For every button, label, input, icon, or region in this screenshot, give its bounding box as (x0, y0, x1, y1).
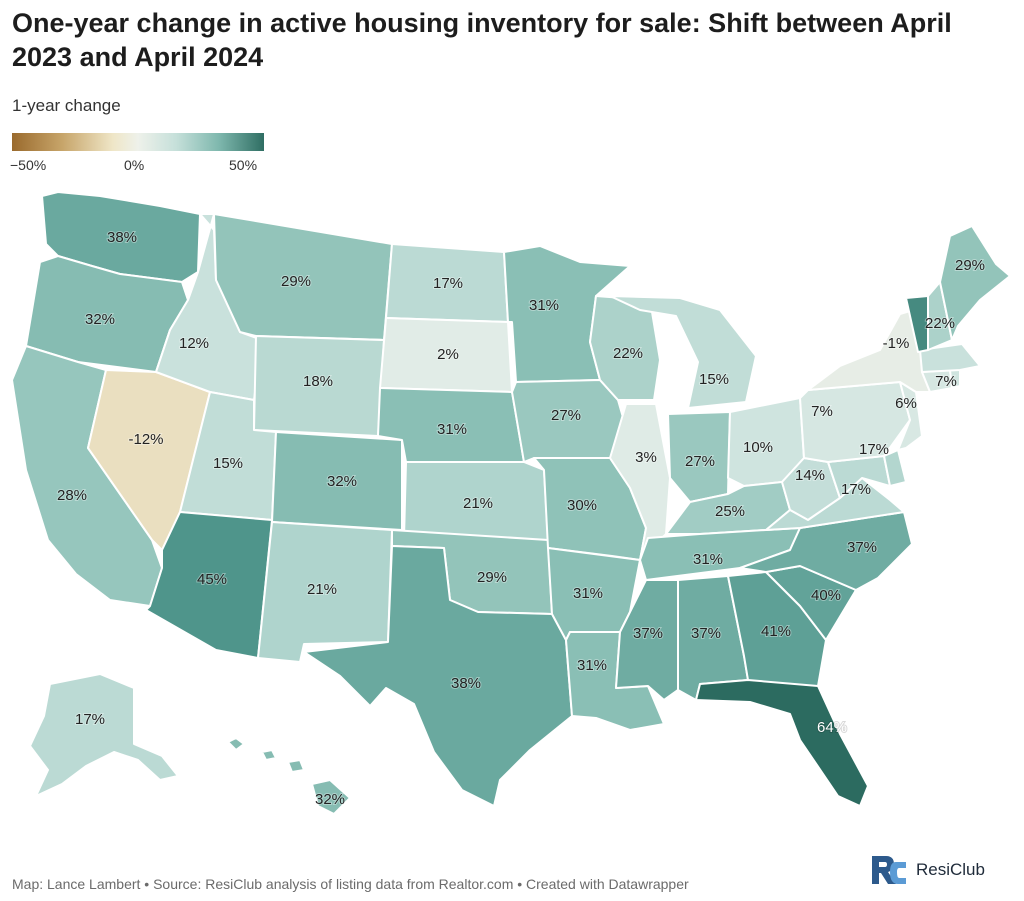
state-label-mt: 29% (281, 273, 311, 290)
state-label-az: 45% (197, 571, 227, 588)
state-label-ca: 28% (57, 487, 87, 504)
state-label-ky: 25% (715, 503, 745, 520)
state-label-ct: 7% (935, 373, 957, 390)
legend-tick-max: 50% (229, 157, 258, 173)
state-label-mn: 31% (529, 297, 559, 314)
state-me[interactable] (939, 225, 1011, 341)
state-label-co: 32% (327, 473, 357, 490)
state-label-ne: 31% (437, 421, 467, 438)
state-label-hi: 32% (315, 791, 345, 808)
state-la[interactable] (565, 631, 665, 731)
state-label-wi: 22% (613, 345, 643, 362)
state-label-wv: 14% (795, 467, 825, 484)
state-label-nc: 37% (847, 539, 877, 556)
state-label-sd: 2% (437, 346, 459, 363)
state-label-in: 27% (685, 453, 715, 470)
state-hi[interactable] (227, 737, 351, 815)
state-label-va: 17% (841, 481, 871, 498)
state-label-nj: 6% (895, 395, 917, 412)
legend-color-scale (12, 133, 264, 151)
state-label-me: 29% (955, 257, 985, 274)
state-label-or: 32% (85, 311, 115, 328)
state-label-nh: 22% (925, 315, 955, 332)
state-label-wy: 18% (303, 373, 333, 390)
state-mi[interactable] (609, 295, 757, 409)
state-label-mo: 30% (567, 497, 597, 514)
state-label-ga: 41% (761, 623, 791, 640)
legend-tick-min: −50% (10, 157, 47, 173)
state-label-tx: 38% (451, 675, 481, 692)
state-label-ny: -1% (883, 335, 910, 352)
state-label-id: 12% (179, 335, 209, 352)
source-credit: Map: Lance Lambert • Source: ResiClub an… (12, 876, 689, 892)
state-label-nd: 17% (433, 275, 463, 292)
state-label-nv: -12% (128, 431, 163, 448)
legend-tick-mid: 0% (124, 157, 145, 173)
state-pa[interactable] (799, 381, 911, 463)
state-label-sc: 40% (811, 587, 841, 604)
state-label-ut: 15% (213, 455, 243, 472)
resiclub-logo-icon (872, 856, 906, 884)
state-label-il: 3% (635, 449, 657, 466)
state-label-ak: 17% (75, 711, 105, 728)
state-label-md: 17% (859, 441, 889, 458)
state-label-ok: 29% (477, 569, 507, 586)
state-wa[interactable] (41, 191, 201, 283)
resiclub-logo: ResiClub (868, 850, 985, 890)
us-choropleth-map: 38% 32% 28% -12% 12% 29% 18% 15% 45% 32% 21% 17% 2% 3… (11, 191, 1011, 815)
state-or[interactable] (25, 255, 189, 373)
state-label-wa: 38% (107, 229, 137, 246)
brand-name: ResiClub (916, 860, 985, 879)
state-ak[interactable] (29, 673, 179, 797)
state-label-ia: 27% (551, 407, 581, 424)
state-de[interactable] (883, 449, 907, 487)
state-label-ks: 21% (463, 495, 493, 512)
state-label-mi: 15% (699, 371, 729, 388)
state-label-fl: 64% (817, 719, 847, 736)
legend-title: 1-year change (12, 96, 121, 115)
state-fl[interactable] (695, 679, 869, 807)
state-label-tn: 31% (693, 551, 723, 568)
state-label-al: 37% (691, 625, 721, 642)
state-label-ms: 37% (633, 625, 663, 642)
state-label-nm: 21% (307, 581, 337, 598)
state-ma[interactable] (919, 343, 981, 373)
state-label-ar: 31% (573, 585, 603, 602)
state-label-la: 31% (577, 657, 607, 674)
state-tx[interactable] (303, 545, 573, 807)
state-label-pa: 7% (811, 403, 833, 420)
map-title: One-year change in active housing invent… (12, 8, 952, 72)
state-label-oh: 10% (743, 439, 773, 456)
